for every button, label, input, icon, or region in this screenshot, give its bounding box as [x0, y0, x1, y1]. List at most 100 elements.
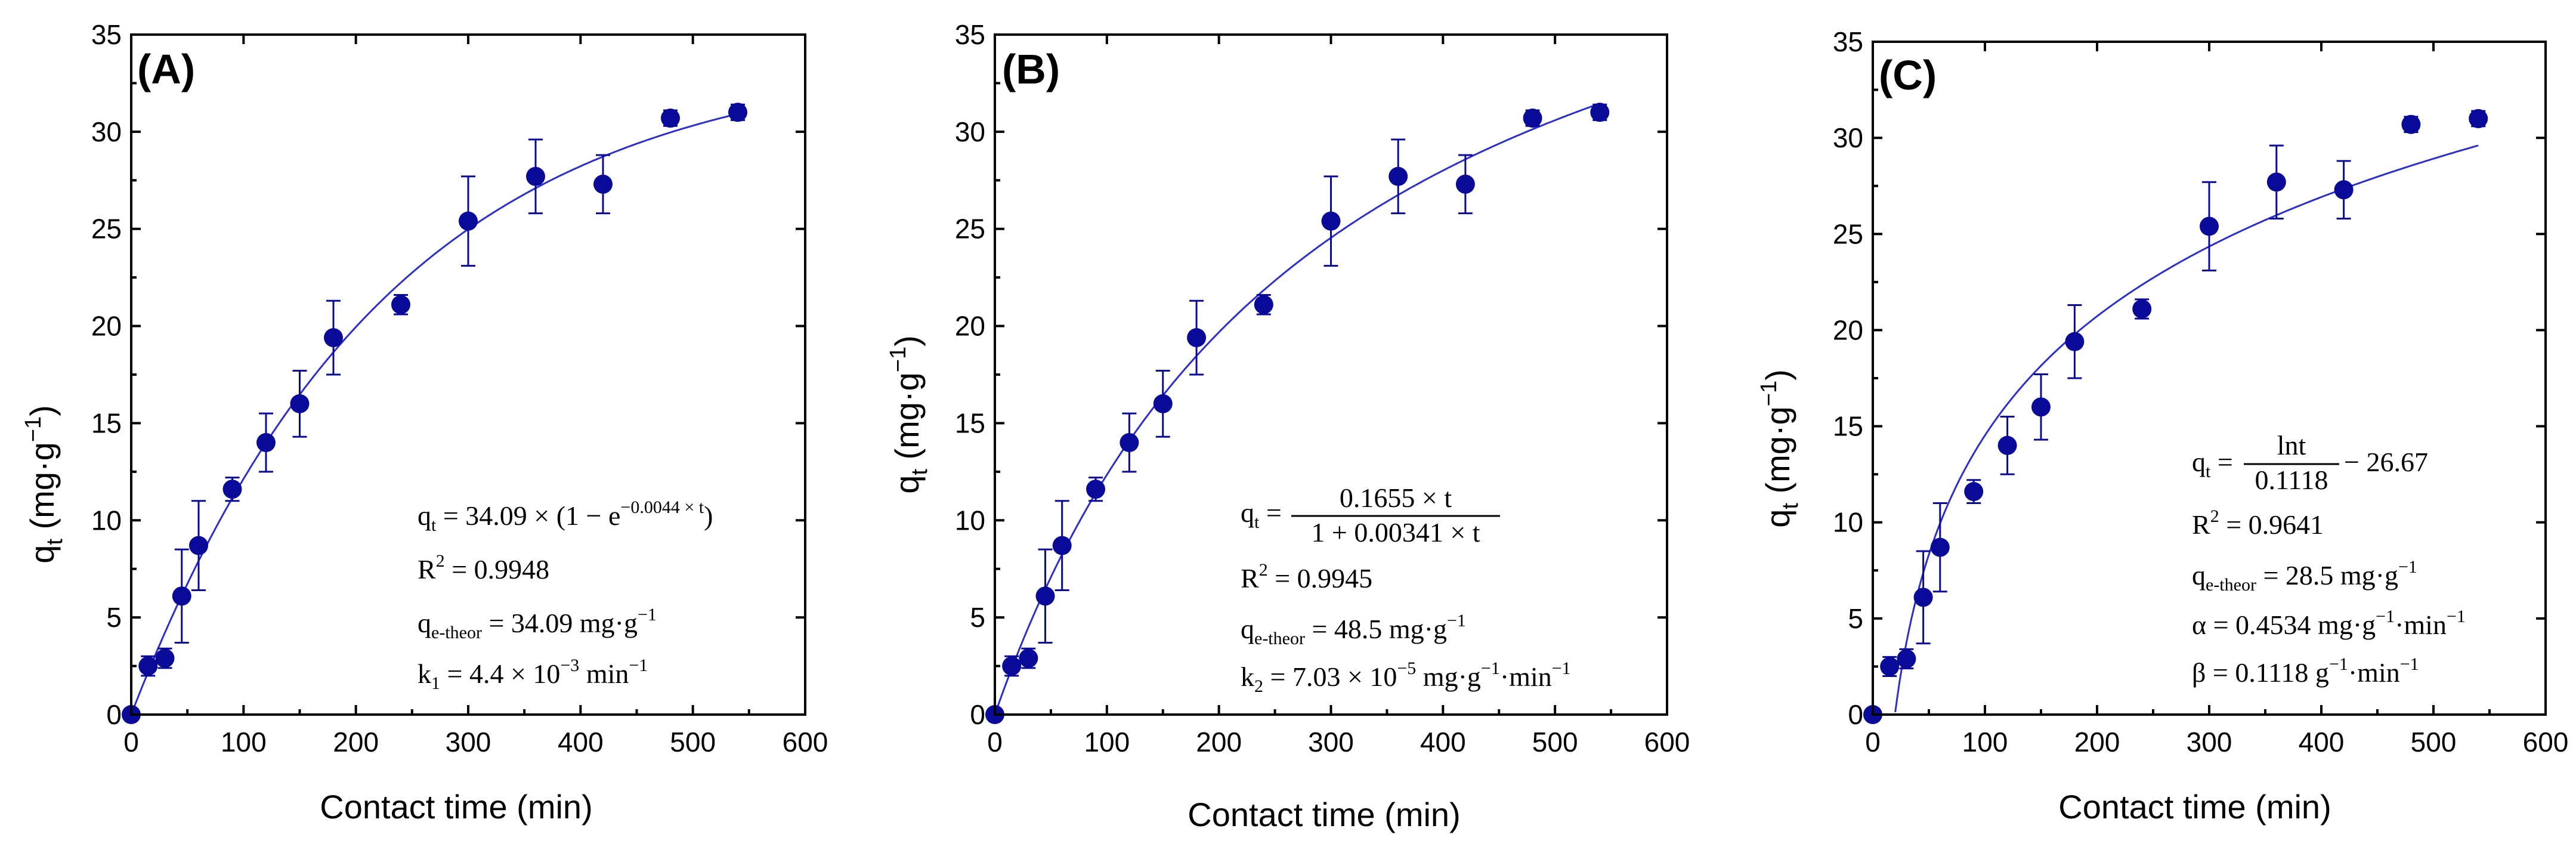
panel-a-xtick-label: 300 — [446, 727, 491, 758]
panel-c-ytick-label: 20 — [1833, 314, 1863, 345]
panel-b-ytick-label: 10 — [955, 505, 985, 536]
panel-c-ytick-label: 30 — [1833, 122, 1863, 153]
panel-a-data-point — [172, 586, 191, 606]
panel-c-xtick-label: 500 — [2411, 727, 2457, 758]
panel-c-data-point — [2132, 299, 2152, 319]
panel-b-annotation: qt = 0.1655 × t 1 + 0.00341 × t R2 = 0.9… — [1241, 483, 1571, 696]
panel-c-data-point — [1930, 537, 1950, 557]
panel-b-label: (B) — [1002, 46, 1060, 92]
panel-a-ticks: 0 100 200 300 400 500 600 0 5 10 15 20 25 30 35 — [91, 19, 828, 758]
panel-a-annotation: qt = 34.09 × (1 − e−0.0044 × t) R2 = 0.9… — [418, 497, 713, 693]
panel-b: 0 100 200 300 400 500 600 0 5 10 15 20 25 30 35 (B) Co… — [886, 19, 1690, 833]
panel-b-k-line: k2 = 7.03 × 10−5 mg·g−1·min−1 — [1241, 659, 1571, 696]
panel-a-xtick-label: 0 — [123, 727, 139, 758]
panel-b-xtick-label: 0 — [987, 727, 1003, 758]
panel-b-data-point — [1019, 648, 1038, 668]
panel-b-ytick-label: 25 — [955, 214, 985, 245]
panel-b-data-point — [1321, 211, 1341, 231]
panel-a-k-line: k1 = 4.4 × 10−3 min−1 — [418, 656, 648, 693]
panel-a-ytick-label: 35 — [91, 19, 122, 50]
panel-c-xlabel: Contact time (min) — [2058, 788, 2331, 826]
panel-b-xtick-label: 600 — [1644, 727, 1690, 758]
panel-c-fit — [1894, 144, 2479, 713]
panel-c-data-point — [2065, 332, 2085, 351]
panel-a-data-point — [290, 394, 310, 413]
panel-c-eq-lhs: qt = — [2192, 447, 2233, 481]
panel-c-marks — [1863, 109, 2488, 724]
panel-a-ytick-label: 5 — [106, 602, 122, 633]
panel-c-ytick-label: 5 — [1848, 603, 1863, 634]
panel-b-data-point — [1153, 394, 1173, 413]
panel-b-ytick-label: 15 — [955, 407, 985, 438]
panel-b-data-point — [1002, 656, 1022, 676]
panel-b-eq-denominator: 1 + 0.00341 × t — [1311, 517, 1480, 548]
panel-a-data-point — [391, 295, 410, 314]
panel-b-ytick-label: 0 — [970, 699, 985, 730]
panel-a-label: (A) — [137, 46, 195, 92]
panel-c-xtick-label: 0 — [1865, 727, 1881, 758]
panel-b-fit — [994, 103, 1600, 715]
panel-b-xtick-label: 300 — [1308, 727, 1354, 758]
panel-b-qe-line: qe-theor = 48.5 mg·g−1 — [1241, 611, 1466, 648]
panel-b-ytick-label: 5 — [970, 602, 985, 633]
panel-a-xtick-label: 500 — [670, 727, 716, 758]
panel-c-xtick-label: 200 — [2074, 727, 2120, 758]
panel-c-qe-line: qe-theor = 28.5 mg·g−1 — [2192, 557, 2417, 595]
panel-c-xtick-label: 400 — [2299, 727, 2345, 758]
panel-a-xtick-label: 200 — [333, 727, 379, 758]
panel-c-eq-rhs: − 26.67 — [2344, 447, 2428, 477]
panel-c-xtick-label: 300 — [2187, 727, 2232, 758]
panel-c-data-point — [1997, 435, 2017, 455]
panel-c-data-point — [1913, 588, 1933, 607]
panel-a-data-point — [728, 103, 747, 122]
panel-c-alpha-line: α = 0.4534 mg·g−1·min−1 — [2192, 607, 2466, 640]
panel-b-data-point — [1086, 480, 1106, 499]
panel-a-xtick-label: 600 — [783, 727, 828, 758]
panel-b-eq-numerator: 0.1655 × t — [1340, 483, 1452, 513]
panel-c-data-point — [2334, 180, 2354, 200]
panel-c-ytick-label: 10 — [1833, 507, 1863, 538]
panel-b-fit-curve — [994, 103, 1600, 715]
panel-a-qe-line: qe-theor = 34.09 mg·g−1 — [418, 605, 657, 642]
panel-b-xlabel: Contact time (min) — [1188, 796, 1460, 833]
panel-b-ylabel: qt (mg·g−1) — [886, 335, 932, 494]
panel-b-ytick-label: 20 — [955, 311, 985, 342]
panel-a-marks — [122, 103, 747, 724]
panel-c-data-point — [1897, 649, 1916, 669]
panel-a-data-point — [138, 656, 158, 676]
panel-a-eq-line: qt = 34.09 × (1 − e−0.0044 × t) — [418, 497, 713, 535]
panel-a-ytick-label: 30 — [91, 116, 122, 147]
panel-c-data-point — [2401, 115, 2421, 134]
panel-a-data-point — [526, 166, 545, 186]
panel-c-data-point — [2266, 172, 2286, 192]
panel-c-r2-line: R2 = 0.9641 — [2192, 506, 2324, 540]
panel-a-ylabel: qt (mg·g−1) — [21, 405, 67, 564]
panel-b-data-point — [1035, 586, 1055, 606]
panel-c-data-point — [1880, 657, 1900, 676]
panel-a-ytick-label: 15 — [91, 407, 122, 438]
panel-c-data-point — [2200, 217, 2219, 236]
panel-a-ytick-label: 25 — [91, 214, 122, 245]
panel-b-ytick-label: 35 — [955, 19, 985, 50]
panel-c-annotation: qt = lnt 0.1118 − 26.67 R2 = 0.9641 qe-t… — [2192, 430, 2466, 688]
panel-c-ylabel: qt (mg·g−1) — [1756, 369, 1803, 528]
panel-b-frame — [994, 33, 1668, 716]
panel-a-data-point — [324, 328, 343, 348]
panel-a-data-point — [189, 536, 208, 555]
panel-b-data-point — [1187, 328, 1207, 348]
panel-b-xtick-label: 100 — [1084, 727, 1130, 758]
panel-c-data-point — [1964, 482, 1984, 502]
panel-b-data-point — [1523, 109, 1542, 128]
panel-b-data-point — [1052, 536, 1072, 555]
panel-b-ytick-label: 30 — [955, 116, 985, 147]
panel-a: 0 100 200 300 400 500 600 0 5 10 15 20 25 30 35 (A) Co… — [21, 19, 828, 826]
panel-a-data-point — [593, 174, 613, 194]
panel-a-xlabel: Contact time (min) — [320, 788, 592, 826]
panel-b-xtick-label: 200 — [1196, 727, 1242, 758]
panel-c: 0 100 200 300 400 500 600 0 5 10 15 20 25 30 35 (C) Co… — [1756, 26, 2568, 826]
panel-a-data-point — [155, 648, 175, 668]
panel-b-ticks: 0 100 200 300 400 500 600 0 5 10 15 20 25 30 35 — [955, 19, 1690, 758]
panel-c-data-point — [2031, 397, 2051, 417]
panel-a-data-point — [661, 109, 680, 128]
